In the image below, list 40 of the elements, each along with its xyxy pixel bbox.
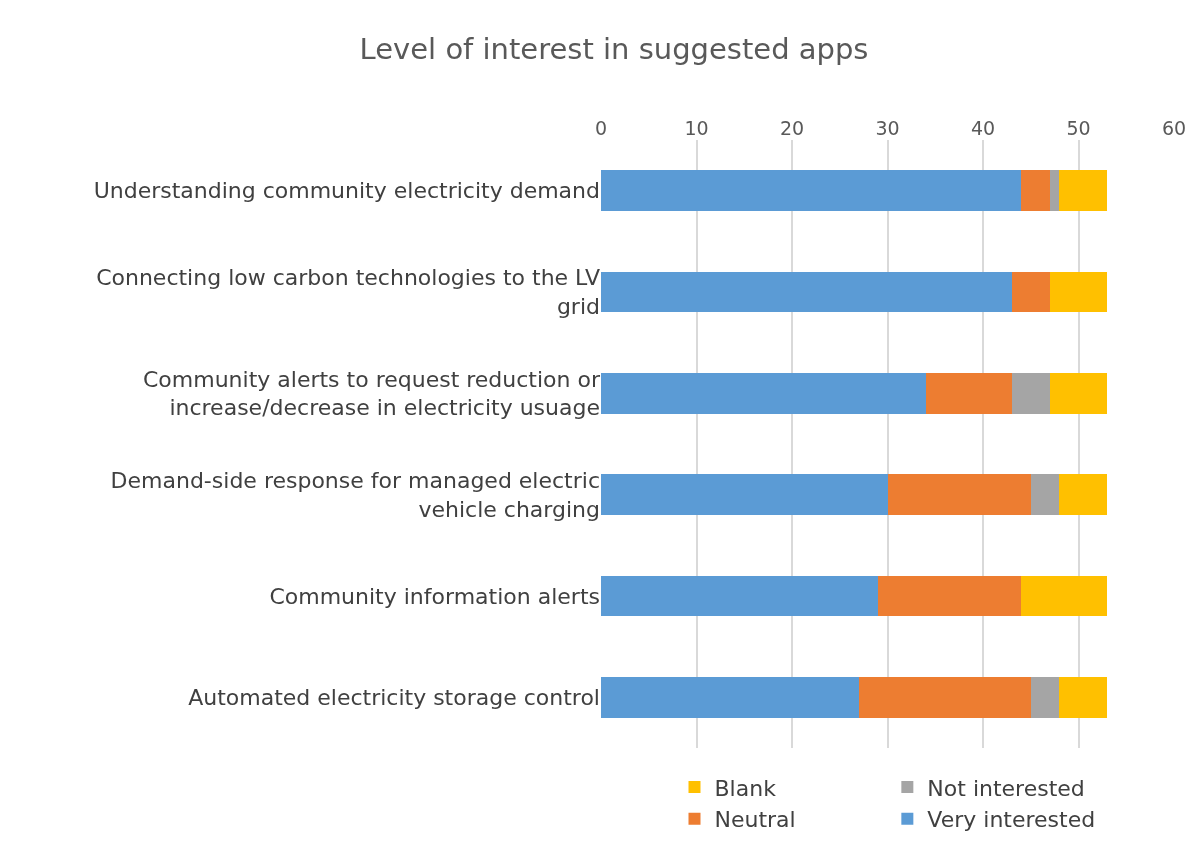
bar bbox=[877, 575, 1022, 617]
bar bbox=[601, 575, 878, 617]
x-tick-label: 20 bbox=[779, 117, 805, 140]
y-tick-label: Understanding community electricity demand bbox=[93, 178, 600, 204]
x-tick-label: 50 bbox=[1066, 117, 1091, 140]
y-tick-label: Community alerts to request reduction or increase/decrease in electricity usuage bbox=[142, 366, 601, 421]
legend-label: Neutral bbox=[714, 807, 796, 833]
bar bbox=[1049, 373, 1108, 414]
bar bbox=[1059, 170, 1108, 211]
chart-title: Level of interest in suggested apps bbox=[359, 31, 869, 66]
bar bbox=[601, 373, 926, 414]
bar bbox=[1049, 170, 1060, 211]
bar bbox=[858, 677, 1031, 718]
bar bbox=[1011, 271, 1050, 313]
legend-label: Not interested bbox=[927, 775, 1085, 801]
y-tick-label: Connecting low carbon technologies to the LV grid bbox=[96, 265, 600, 319]
bar bbox=[1059, 677, 1108, 718]
bar bbox=[1011, 373, 1050, 414]
bar bbox=[1030, 474, 1060, 515]
x-tick-label: 10 bbox=[684, 117, 709, 140]
bar bbox=[601, 677, 859, 718]
legend-label: Very interested bbox=[927, 807, 1096, 833]
y-tick-label: Automated electricity storage control bbox=[188, 685, 600, 711]
bar bbox=[887, 474, 1031, 515]
y-tick-label: Community information alerts bbox=[269, 583, 600, 609]
x-tick-label: 60 bbox=[1161, 117, 1187, 140]
bar bbox=[1021, 170, 1050, 211]
bar bbox=[1059, 474, 1108, 515]
x-tick-label: 0 bbox=[594, 117, 608, 140]
bar bbox=[925, 373, 1012, 414]
x-tick-label: 30 bbox=[875, 117, 900, 140]
bar bbox=[601, 170, 1022, 211]
bar bbox=[601, 271, 1012, 313]
bar bbox=[1030, 677, 1060, 718]
legend-label: Blank bbox=[714, 775, 777, 801]
bar bbox=[1021, 575, 1108, 617]
bar bbox=[1049, 271, 1108, 313]
x-tick-label: 40 bbox=[970, 117, 996, 140]
bar bbox=[601, 474, 888, 515]
y-tick-label: Demand-side response for managed electric vehicle charging bbox=[110, 468, 600, 522]
